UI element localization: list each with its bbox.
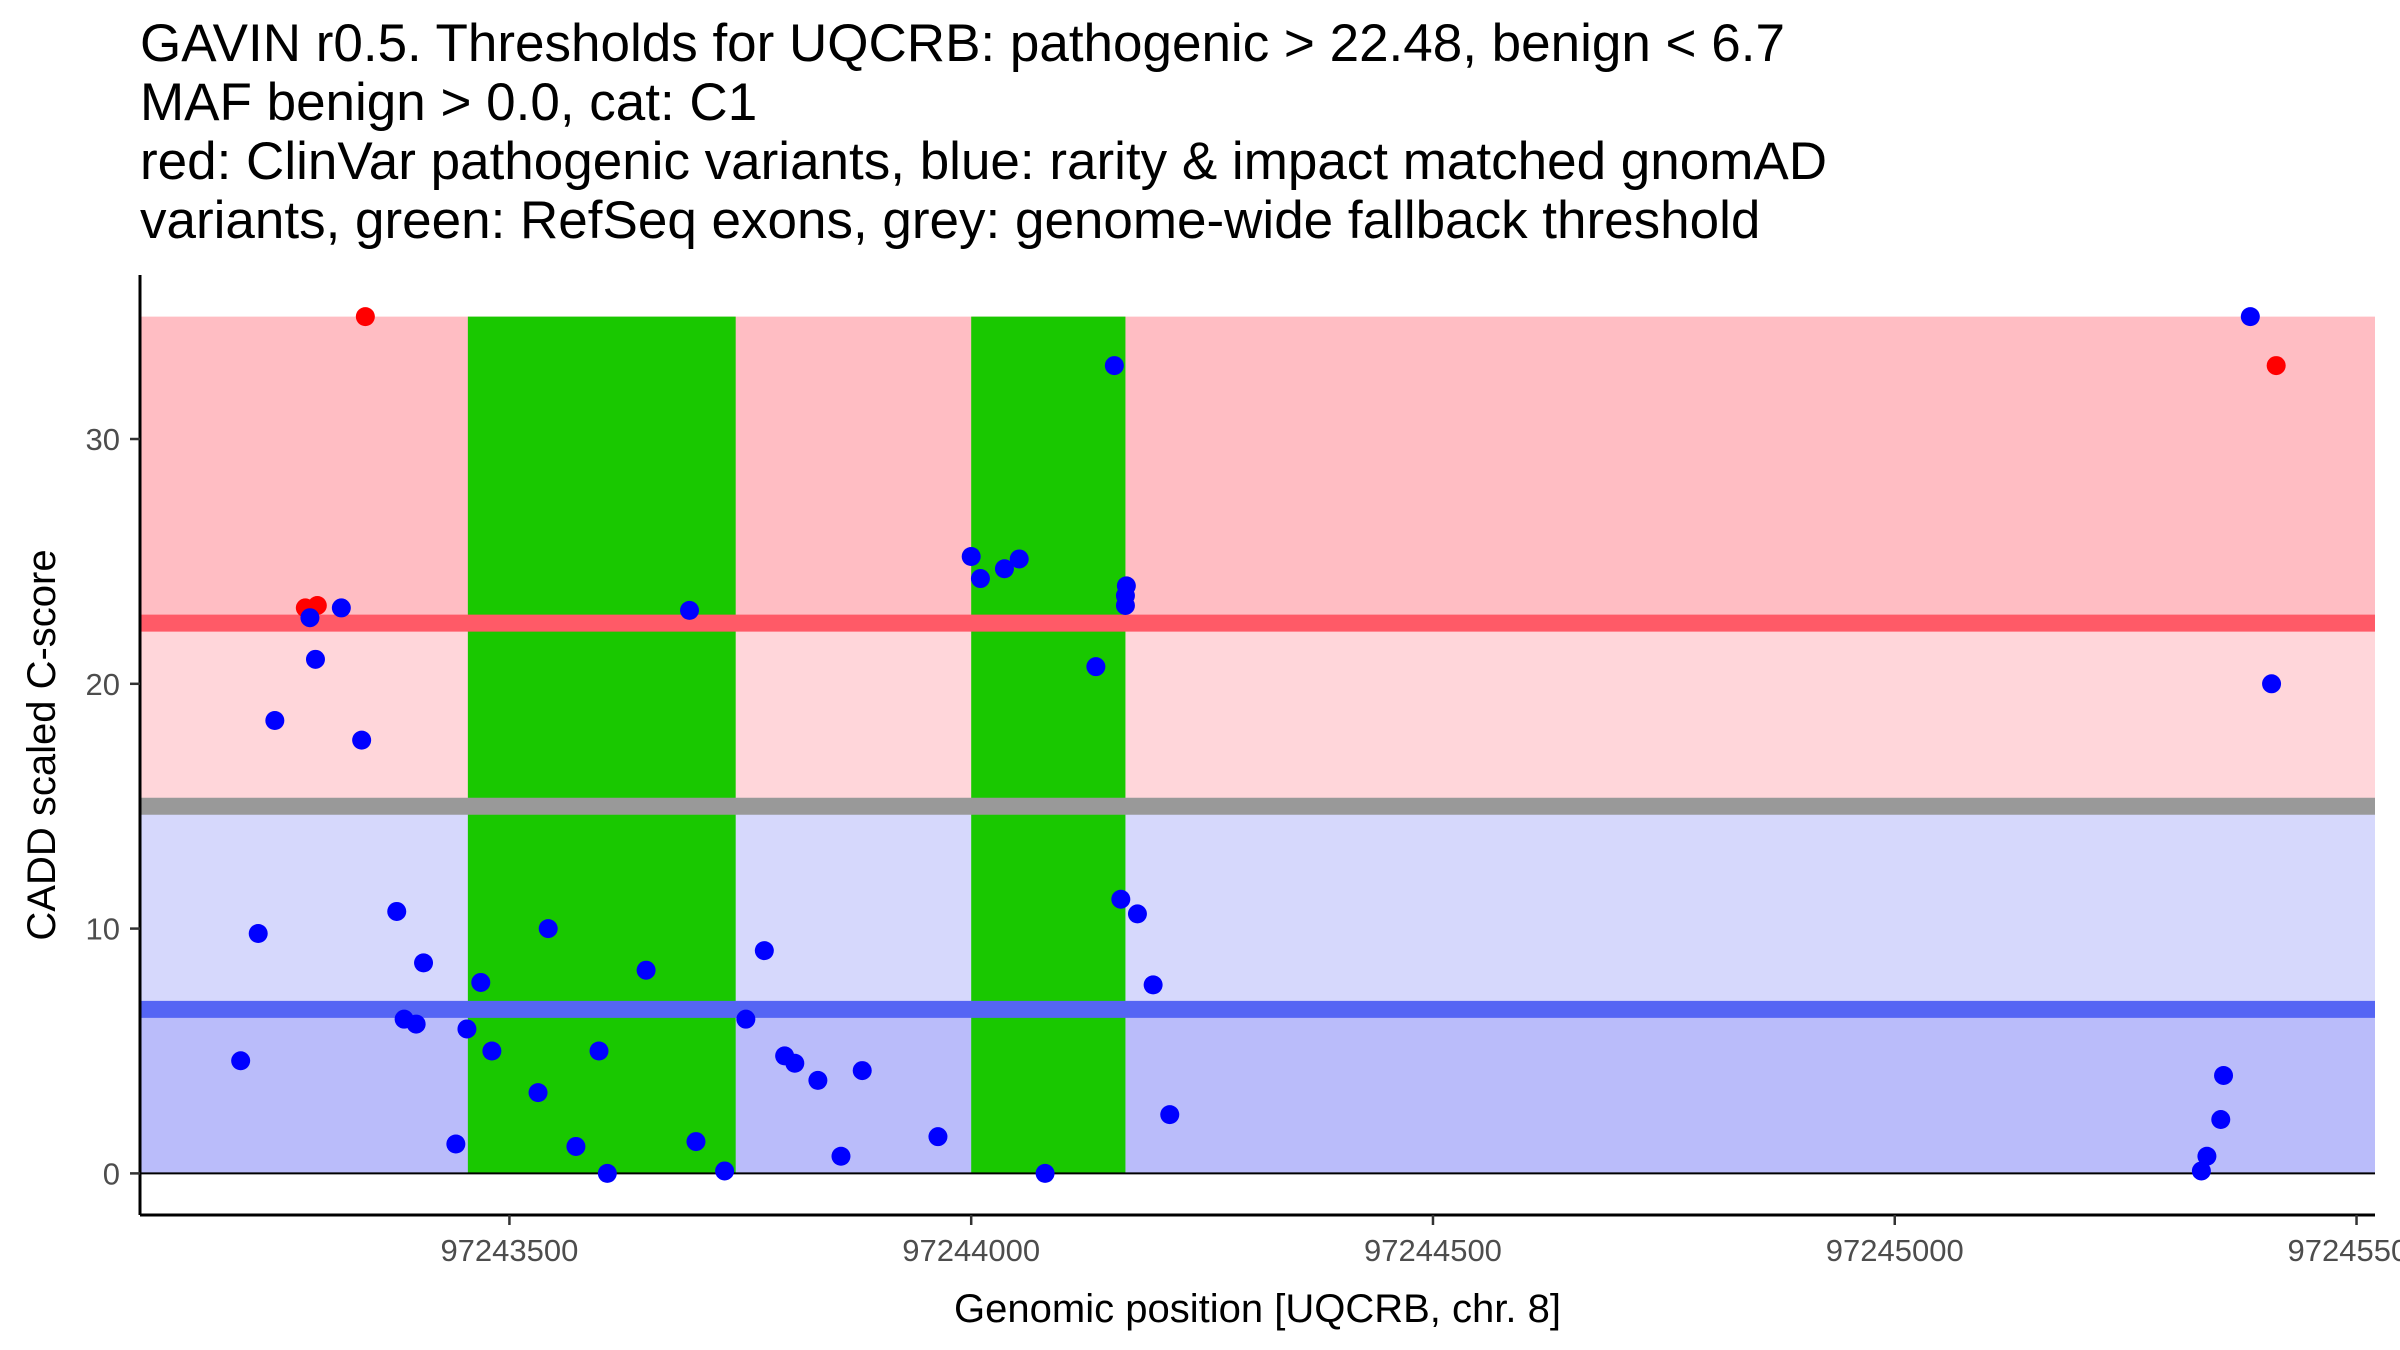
title-line-3: red: ClinVar pathogenic variants, blue: …: [140, 132, 1827, 191]
gnomad-point-8: [387, 901, 407, 921]
gnomad-point-28: [785, 1053, 805, 1073]
y-tick-label-10: 10: [86, 912, 120, 947]
y-tick-label-30: 30: [86, 422, 120, 457]
x-tick-label-97243500: 97243500: [440, 1233, 578, 1268]
gnomad-point-13: [457, 1019, 477, 1039]
x-tick-label-97244500: 97244500: [1364, 1233, 1502, 1268]
gnomad-point-19: [589, 1041, 609, 1061]
gnomad-point-44: [1127, 904, 1147, 924]
gnomad-point-17: [538, 919, 558, 939]
exon-1: [467, 316, 736, 1174]
x-tick-label-97245500: 97245500: [2288, 1233, 2400, 1268]
gnomad-point-18: [566, 1136, 586, 1156]
gnomad-point-22: [680, 600, 700, 620]
clinvar-point-3: [355, 307, 375, 327]
gnomad-point-7: [352, 730, 372, 750]
chart-title: GAVIN r0.5. Thresholds for UQCRB: pathog…: [140, 14, 2380, 250]
gnomad-point-1: [231, 1051, 251, 1071]
x-tick-label-97244000: 97244000: [902, 1233, 1040, 1268]
gnomad-point-10: [406, 1014, 426, 1034]
y-tick-label-0: 0: [103, 1156, 120, 1191]
gnomad-point-35: [994, 559, 1014, 579]
gnomad-point-21: [636, 960, 656, 980]
title-line-1: GAVIN r0.5. Thresholds for UQCRB: pathog…: [140, 14, 1785, 73]
gnomad-point-3: [265, 711, 285, 731]
gnomad-point-31: [852, 1061, 872, 1081]
gnomad-point-36: [1009, 549, 1029, 569]
y-axis-title: CADD scaled C-score: [20, 549, 64, 940]
gnomad-point-4: [300, 608, 320, 628]
gnomad-point-37: [1035, 1163, 1055, 1183]
gnomad-point-34: [970, 569, 990, 589]
gnomad-point-23: [686, 1132, 706, 1152]
gnomad-point-51: [2240, 307, 2260, 327]
gnomad-point-26: [754, 941, 774, 961]
title-line-2: MAF benign > 0.0, cat: C1: [140, 73, 758, 132]
gnomad-point-49: [2211, 1110, 2231, 1130]
gnomad-point-43: [1116, 576, 1136, 596]
gnomad-point-30: [831, 1146, 851, 1166]
gnomad-point-12: [446, 1134, 466, 1154]
gnomad-point-14: [471, 972, 491, 992]
gnomad-point-48: [2197, 1146, 2217, 1166]
gnomad-point-11: [414, 953, 434, 973]
gnomad-point-40: [1111, 889, 1131, 909]
clinvar-point-4: [2266, 356, 2286, 376]
title-line-4: variants, green: RefSeq exons, grey: gen…: [140, 191, 1761, 250]
gnomad-point-16: [528, 1083, 548, 1103]
gnomad-point-39: [1104, 356, 1124, 376]
variant-points: [231, 307, 2286, 1183]
gnomad-point-46: [1160, 1105, 1180, 1125]
y-tick-label-20: 20: [86, 667, 120, 702]
x-tick-label-97245000: 97245000: [1826, 1233, 1964, 1268]
threshold-lines: [140, 614, 2375, 1175]
gnomad-point-50: [2214, 1065, 2234, 1085]
gnomad-point-15: [482, 1041, 502, 1061]
gnomad-point-33: [961, 547, 981, 567]
gnomad-point-6: [331, 598, 351, 618]
gnomad-point-29: [808, 1070, 828, 1090]
axes: 0 10 20 30 97243500 97244000 97244500 97245000 9…: [86, 275, 2400, 1268]
gnomad-point-52: [2262, 674, 2282, 694]
gnomad-point-45: [1143, 975, 1163, 995]
gnomad-point-32: [928, 1127, 948, 1147]
gnomad-point-5: [305, 649, 325, 669]
gnomad-point-25: [736, 1009, 756, 1029]
exon-regions: [467, 316, 1126, 1174]
gnomad-point-38: [1086, 657, 1106, 677]
gnomad-point-20: [597, 1163, 617, 1183]
gnomad-point-2: [248, 923, 268, 943]
exon-2: [971, 316, 1126, 1174]
x-axis-title: Genomic position [UQCRB, chr. 8]: [954, 1287, 1561, 1331]
gnomad-point-24: [715, 1161, 735, 1181]
gnomad-point-47: [2191, 1161, 2211, 1181]
